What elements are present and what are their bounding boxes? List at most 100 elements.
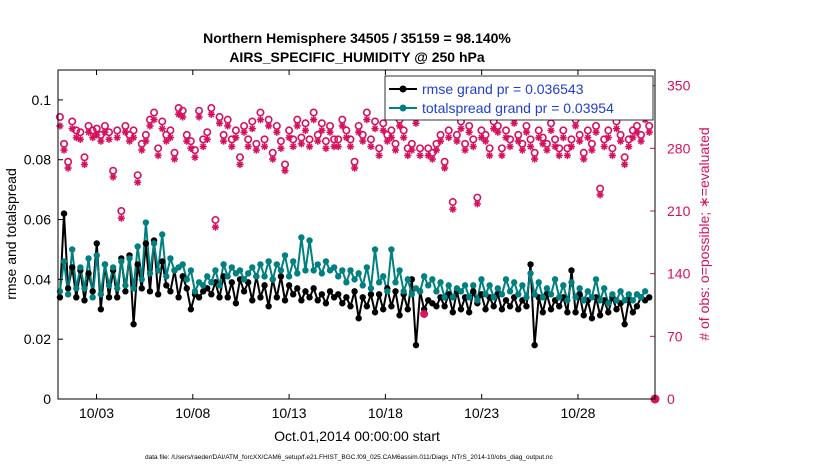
obs-possible-point [231,126,240,135]
rmse-point [367,291,375,298]
obs-evaluated-point [179,113,187,121]
obs-possible-point [68,117,77,126]
series-layer [55,104,660,404]
totalspread-point [146,270,154,277]
obs-possible-point [362,108,371,117]
obs-star-stroke [408,147,415,154]
obs-star-stroke [421,310,428,318]
obs-possible-point [113,126,122,135]
obs-evaluated-point [391,146,400,154]
y-left-tick-label: 0.1 [32,92,52,108]
totalspread-point [564,297,571,304]
rmse-point [232,300,240,307]
obs-star-stroke [511,120,518,127]
rmse-point [498,306,506,313]
obs-evaluated-point [326,128,334,136]
totalspread-point [154,267,162,274]
obs-evaluated-point [117,214,125,222]
obs-evaluated-point [191,153,199,161]
obs-star-stroke [245,143,252,150]
obs-evaluated-point [195,113,203,121]
obs-evaluated-point [576,137,584,145]
rmse-point [216,294,223,301]
obs-evaluated-point [436,137,445,145]
obs-star-stroke [531,156,538,163]
obs-possible-point [203,128,212,137]
rmse-point [404,306,411,313]
obs-star-stroke [93,131,100,138]
y-axis-right: 0 70 140 210 280 350 [667,78,691,407]
rmse-point [130,321,137,328]
rmse-point [568,267,575,274]
obs-evaluated-point [121,128,130,136]
obs-evaluated-point [211,223,220,231]
totalspread-point [613,297,620,304]
legend-rmse-marker [399,85,407,93]
totalspread-point [101,261,109,268]
obs-evaluated-point [134,178,142,186]
totalspread-point [457,288,465,295]
obs-star-stroke [196,113,203,121]
totalspread-point [592,276,600,283]
obs-star-stroke [527,143,534,150]
obs-possible-point [301,119,310,128]
rmse-point [318,291,326,298]
obs-possible-point [256,108,265,117]
obs-star-stroke [568,143,575,150]
obs-possible-point [305,135,314,144]
obs-star-stroke [572,122,579,130]
totalspread-point [601,285,608,292]
rmse-point [322,300,330,307]
rmse-point [208,291,215,298]
y-axis-left: 0 0.02 0.04 0.06 0.08 0.1 [24,92,51,407]
obs-star-stroke [171,156,178,163]
x-tick-label-1028: 10/28 [560,405,595,421]
obs-evaluated-point [170,155,179,163]
obs-evaluated-point [113,133,121,142]
totalspread-point [138,276,145,283]
obs-possible-point [620,153,629,162]
rmse-point [64,285,72,292]
rmse-point [261,282,268,289]
obs-evaluated-point [633,128,641,136]
totalspread-point [498,291,506,298]
totalspread-point [253,273,260,280]
obs-star-stroke [265,122,272,130]
obs-evaluated-point [510,119,518,127]
obs-evaluated-point [334,142,342,151]
obs-star-stroke [502,134,510,141]
obs-evaluated-point [285,133,293,142]
obs-evaluated-point [481,137,490,145]
obs-star-stroke [150,116,158,123]
obs-star-stroke [363,116,370,123]
rmse-point [470,288,477,295]
obs-evaluated-point [224,122,232,130]
obs-evaluated-point [592,128,600,136]
y-left-tick-label: 0.06 [24,212,51,228]
legend-box [384,75,654,121]
totalspread-point [482,291,489,298]
obs-star-stroke [224,122,231,130]
obs-possible-point [321,137,330,146]
obs-evaluated-point [199,142,207,151]
obs-star-stroke [494,129,501,136]
x-tick-label-1003: 10/03 [79,405,114,421]
totalspread-point [539,294,547,301]
obs-possible-point [129,126,138,135]
totalspread-point [449,294,456,301]
rmse-point [359,294,366,301]
totalspread-point [289,258,297,265]
obs-star-stroke [417,152,424,159]
rmse-point [515,306,522,313]
totalspread-point [306,237,313,244]
rmse-point [302,288,309,295]
obs-evaluated-point [547,126,555,135]
obs-star-stroke [306,143,313,150]
rmse-point [122,288,129,295]
obs-evaluated-point [404,151,412,160]
obs-evaluated-point [559,133,567,142]
totalspread-point [408,291,416,298]
totalspread-point [134,243,141,250]
obs-evaluated-point [371,125,379,133]
rmse-point [289,291,297,298]
